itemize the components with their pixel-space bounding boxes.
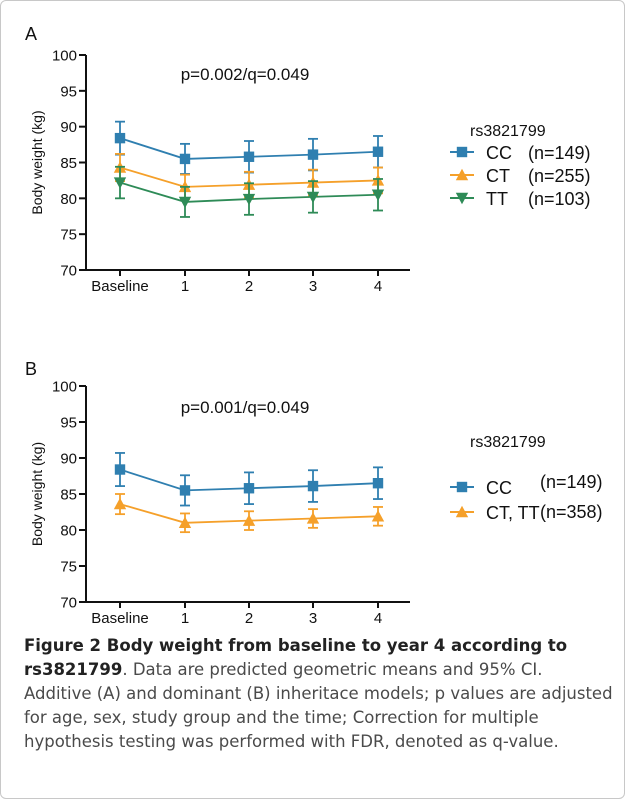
panel-a-series-cc-point [372,146,384,157]
panel-a-y-axis-label: Body weight (kg) [29,110,45,214]
panel-b-x-tick-label: Baseline [91,610,149,627]
panel-a-series-cc-point [307,149,319,160]
panel-b-y-tick-label: 100 [52,379,77,396]
panel-b-annotation: p=0.001/q=0.049 [181,398,310,417]
panel-a-series-tt-point [113,177,127,189]
panel-b-series-ct-tt-legend-marker [455,505,469,518]
panel-b-x-tick-label: 3 [309,610,317,627]
panel-a-y-tick-label: 80 [60,191,77,208]
panel-a-annotation: p=0.002/q=0.049 [181,65,310,84]
caption-title: Figure 2 Body weight from baseline to ye… [24,636,568,679]
panel-a-series-tt-legend-name: TT [486,189,508,209]
panel-b-y-axis-label: Body weight (kg) [29,442,45,546]
panel-a-x-tick-label: 1 [181,278,189,295]
panel-b-series-ct-tt-point [178,516,192,528]
panel-b-y-tick-label: 85 [60,487,77,504]
panel-b-series-cc-point [179,485,191,496]
panel-a-y-tick-label: 90 [60,119,77,136]
panel-a-series-tt-point [306,191,320,204]
panel-b-series-ct-tt-legend-name: CT, TT [486,503,540,523]
caption-text: . Data are predicted geometric means and… [24,660,613,751]
panel-a-series-ct-legend-name: CT [486,166,510,186]
panel-a-y-tick-label: 85 [60,155,77,172]
panel-a-y-tick-label: 95 [60,83,77,100]
panel-b-x-tick-label: 1 [181,610,189,627]
panel-b-series-cc-point [114,464,126,475]
panel-a-x-tick-label: 2 [245,278,253,295]
panel-b-series-cc-point [307,480,319,492]
panel-b-series-cc-legend-marker [456,481,468,493]
panel-a-series-cc-legend-n: (n=149) [528,143,591,163]
panel-a-series-cc-point [243,151,255,162]
panel-a-series-ct-legend-n: (n=255) [528,166,591,186]
panel-a-y-tick-label: 75 [60,227,77,244]
panel-b-series-cc-legend-name: CC [486,478,512,498]
panel-a-series-tt-point [371,189,385,201]
panel-a-series-cc-legend-marker [456,146,468,158]
panel-a-series-tt-legend-marker [455,192,469,205]
panel-a-series-cc-point [179,153,191,165]
panel-b-series-cc-legend-n: (n=149) [540,472,603,492]
panel-b-legend-title: rs3821799 [470,434,546,451]
panel-b-y-tick-label: 75 [60,559,77,576]
panel-a-series-tt-point [178,196,192,209]
panel-b-series-ct-tt-point [242,514,256,526]
panel-b-series-ct-tt-point [113,497,127,510]
figure-charts: A 70 75 80 85 90 95 100 Body weight (kg) Baseline… [25,24,603,627]
panel-b-y-tick-label: 80 [60,523,77,540]
panel-a-x-tick-label: 3 [309,278,317,295]
panel-b-series-cc-point [243,483,255,494]
panel-a-series-tt-point [242,193,256,206]
panel-b-x-tick-label: 2 [245,610,253,627]
panel-b-series-cc-point [372,478,384,489]
panel-a-y-tick-label: 70 [60,263,77,280]
panel-b-x-tick-label: 4 [374,610,382,627]
panel-a-series-cc-point [114,132,126,144]
panel-b-y-tick-label: 95 [60,415,77,432]
panel-b-y-tick-label: 90 [60,451,77,468]
panel-a-series-cc-legend-name: CC [486,143,512,163]
panel-b-y-tick-label: 70 [60,595,77,612]
panel-a-label: A [25,24,37,44]
panel-a-x-tick-label: Baseline [91,278,149,295]
panel-b-label: B [25,359,37,379]
panel-a-series-tt-legend-n: (n=103) [528,189,591,209]
panel-a-x-tick-label: 4 [374,278,382,295]
panel-b-series-ct-tt-legend-n: (n=358) [540,502,603,522]
panel-a-legend-title: rs3821799 [470,123,546,140]
panel-b-series-ct-tt-point [371,510,385,522]
panel-b-series-ct-tt-point [306,512,320,524]
figure-caption: Figure 2 Body weight from baseline to ye… [24,634,614,754]
panel-a-y-tick-label: 100 [52,48,77,65]
panel-a-series-ct-legend-marker [455,168,469,181]
